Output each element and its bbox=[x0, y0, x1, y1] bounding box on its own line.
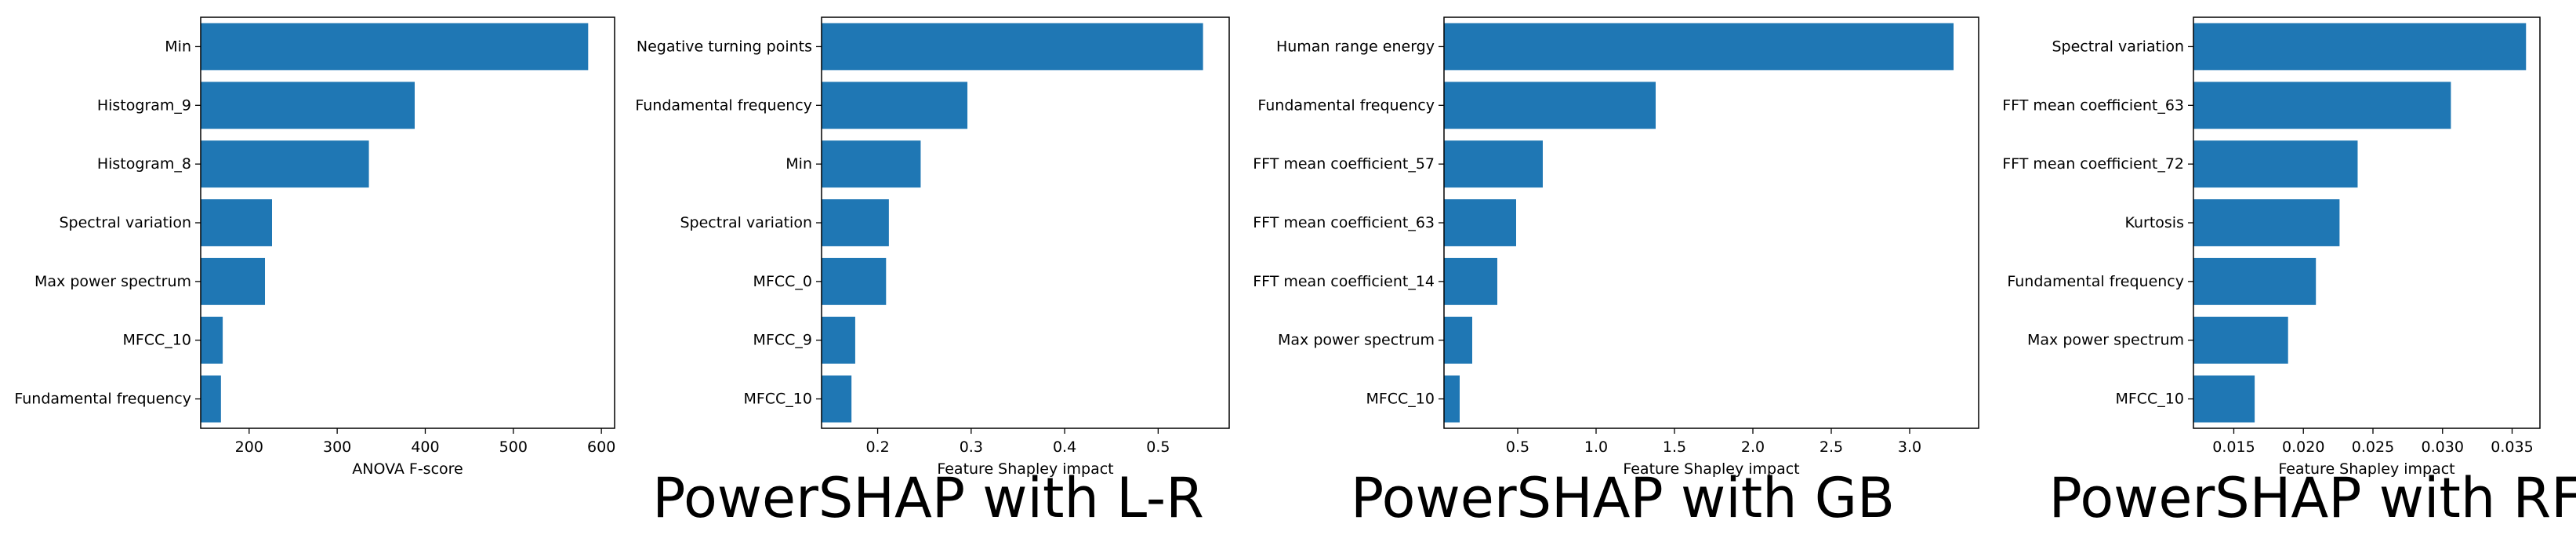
panel-2-category-label: MFCC_9 bbox=[753, 332, 812, 349]
panel-4-xlabel: Feature Shapley impact bbox=[2278, 460, 2454, 478]
panel-2-xtick-label: 0.3 bbox=[960, 438, 983, 456]
panel-3-bar bbox=[1444, 316, 1472, 364]
panel-4-bar bbox=[2193, 23, 2527, 71]
panel-3-category-label: Human range energy bbox=[1276, 38, 1435, 55]
panel-3-xtick-label: 2.5 bbox=[1820, 438, 1843, 456]
panel-1-bar bbox=[201, 23, 589, 71]
panel-4-xtick-label: 0.015 bbox=[2212, 438, 2255, 456]
panel-3-category-label: Fundamental frequency bbox=[1257, 96, 1435, 114]
panel-1-category-label: Histogram_9 bbox=[97, 96, 191, 114]
panel-2-bar bbox=[822, 140, 921, 188]
panel-1-category-label: Spectral variation bbox=[60, 214, 192, 231]
panel-2-axes-frame bbox=[821, 16, 1230, 429]
panel-2-bar bbox=[822, 257, 887, 305]
panel-2-category-label: MFCC_0 bbox=[753, 273, 812, 290]
panel-4-bar bbox=[2193, 257, 2317, 305]
panel-2-title: PowerSHAP with L-R bbox=[652, 466, 1204, 530]
panel-1-xtick-label: 200 bbox=[235, 438, 263, 456]
panel-1-xtick-label: 400 bbox=[411, 438, 439, 456]
panel-2-bar bbox=[822, 199, 889, 246]
panel-1-category-label: Histogram_8 bbox=[97, 155, 191, 173]
panel-3-category-label: Max power spectrum bbox=[1278, 332, 1435, 349]
panel-3-xtick-label: 1.5 bbox=[1663, 438, 1686, 456]
panel-2-xlabel: Feature Shapley impact bbox=[937, 460, 1113, 478]
panel-3-xlabel: Feature Shapley impact bbox=[1623, 460, 1799, 478]
panel-3-bar bbox=[1444, 23, 1954, 71]
panel-4-xtick-label: 0.030 bbox=[2422, 438, 2464, 456]
panel-3-xtick-label: 2.0 bbox=[1741, 438, 1765, 456]
panel-1-category-label: Fundamental frequency bbox=[14, 391, 191, 408]
panel-3-bar bbox=[1444, 199, 1516, 246]
panel-2-category-label: Min bbox=[785, 155, 812, 173]
panel-4-bar bbox=[2193, 140, 2358, 188]
panel-3-category-label: FFT mean coefficient_63 bbox=[1253, 214, 1435, 231]
panel-3-xtick-label: 1.0 bbox=[1584, 438, 1608, 456]
panel-2-xtick-label: 0.2 bbox=[865, 438, 889, 456]
panel-3-bar bbox=[1444, 140, 1543, 188]
panel-3-bar bbox=[1444, 375, 1460, 423]
panel-2-bar bbox=[822, 316, 855, 364]
panel-3-bar bbox=[1444, 257, 1497, 305]
panel-4-bar bbox=[2193, 82, 2451, 129]
panel-1-bar bbox=[201, 82, 415, 129]
panel-2-category-label: Fundamental frequency bbox=[635, 96, 812, 114]
panel-1-category-label: MFCC_10 bbox=[122, 332, 191, 349]
panel-1-category-label: Min bbox=[165, 38, 191, 55]
panel-1-category-label: Max power spectrum bbox=[34, 273, 191, 290]
panel-1-bar bbox=[201, 199, 272, 246]
panel-4-category-label: FFT mean coefficient_63 bbox=[2002, 96, 2184, 114]
panel-4-xtick-label: 0.035 bbox=[2491, 438, 2533, 456]
panel-2-category-label: Negative turning points bbox=[637, 38, 812, 55]
panel-3-xtick-label: 3.0 bbox=[1898, 438, 1921, 456]
panel-4-axes-frame bbox=[2193, 16, 2541, 429]
panel-2-bar bbox=[822, 82, 968, 129]
panel-3-category-label: FFT mean coefficient_14 bbox=[1253, 273, 1435, 290]
panel-2-bar bbox=[822, 375, 852, 423]
panel-1-bar bbox=[201, 316, 223, 364]
panel-4-bar bbox=[2193, 375, 2255, 423]
panel-3-bar bbox=[1444, 82, 1656, 129]
panel-2-category-label: Spectral variation bbox=[680, 214, 813, 231]
panel-1-bar bbox=[201, 140, 369, 188]
panel-1-xtick-label: 300 bbox=[323, 438, 351, 456]
panel-4-category-label: Fundamental frequency bbox=[2007, 273, 2184, 290]
panel-3-category-label: MFCC_10 bbox=[1366, 391, 1435, 408]
panel-1-xtick-label: 500 bbox=[499, 438, 528, 456]
panel-4-category-label: Spectral variation bbox=[2052, 38, 2185, 55]
panel-4-bar bbox=[2193, 199, 2340, 246]
panel-2-xtick-label: 0.5 bbox=[1146, 438, 1170, 456]
panel-4-category-label: Kurtosis bbox=[2124, 214, 2184, 231]
panel-4-title: PowerSHAP with RF bbox=[2048, 466, 2576, 530]
panel-4-xtick-label: 0.025 bbox=[2352, 438, 2394, 456]
panel-4-bar bbox=[2193, 316, 2288, 364]
panel-2-xtick-label: 0.4 bbox=[1053, 438, 1076, 456]
panel-2-bar bbox=[822, 23, 1203, 71]
panel-3-axes-frame bbox=[1443, 16, 1979, 429]
panel-1-axes-frame bbox=[200, 16, 615, 429]
panel-1-bar bbox=[201, 257, 266, 305]
panel-1-xtick-label: 600 bbox=[587, 438, 615, 456]
panel-4-xtick-label: 0.020 bbox=[2282, 438, 2324, 456]
panel-3-category-label: FFT mean coefficient_57 bbox=[1253, 155, 1435, 173]
panel-3-title: PowerSHAP with GB bbox=[1350, 466, 1896, 530]
panel-3-xtick-label: 0.5 bbox=[1506, 438, 1529, 456]
panel-1-xlabel: ANOVA F-score bbox=[352, 460, 463, 478]
panel-1-bar bbox=[201, 375, 221, 423]
panel-4-category-label: Max power spectrum bbox=[2027, 332, 2184, 349]
panel-4-category-label: MFCC_10 bbox=[2115, 391, 2184, 408]
panel-2-category-label: MFCC_10 bbox=[743, 391, 812, 408]
panel-4-category-label: FFT mean coefficient_72 bbox=[2002, 155, 2184, 173]
